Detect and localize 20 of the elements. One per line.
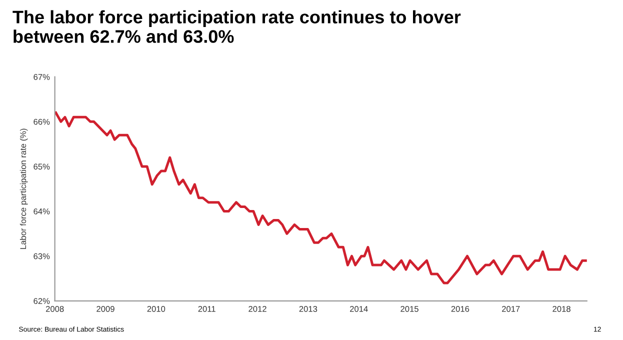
x-tick-label: 2018 <box>552 306 570 312</box>
y-axis-title: Labor force participation rate (%) <box>20 128 28 249</box>
y-tick-label: 64% <box>34 208 50 214</box>
y-tick-label: 63% <box>34 253 50 260</box>
x-tick-label: 2011 <box>198 306 216 312</box>
x-tick-label: 2010 <box>147 306 166 312</box>
x-tick-label: 2014 <box>350 306 368 312</box>
x-tick-label: 2013 <box>299 306 318 312</box>
x-tick-label: 2015 <box>400 306 418 312</box>
y-tick-label: 67% <box>34 74 50 80</box>
x-tick-label: 2017 <box>502 306 520 312</box>
x-tick-label: 2009 <box>96 306 114 312</box>
x-tick-label: 2012 <box>248 306 266 312</box>
y-tick-label: 62% <box>34 298 50 304</box>
line-series <box>54 111 587 284</box>
y-tick-label: 65% <box>34 164 50 170</box>
x-tick-label: 2016 <box>451 306 470 312</box>
x-tick-label: 2008 <box>46 306 64 312</box>
y-tick-label: 66% <box>34 118 50 125</box>
chart-title: The labor force participation rate continues to hover between 62.7% and 63.0% <box>12 10 461 43</box>
